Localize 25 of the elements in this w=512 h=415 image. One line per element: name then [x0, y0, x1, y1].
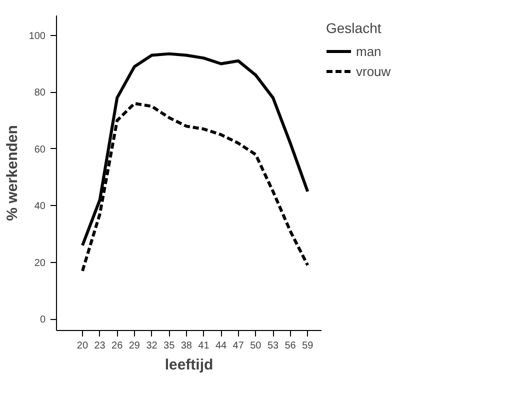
- x-tick-label: 50: [250, 340, 262, 352]
- y-tick-label: 20: [34, 258, 46, 269]
- x-tick-label: 41: [198, 340, 210, 352]
- x-tick-label: 53: [267, 340, 280, 352]
- x-axis-title: leeftijd: [164, 356, 214, 374]
- y-tick-label: 60: [34, 144, 46, 156]
- x-tick-label: 29: [128, 340, 140, 352]
- x-tick-label: 35: [164, 340, 176, 352]
- x-tick-label: 56: [284, 340, 296, 352]
- legend-label: man: [356, 44, 382, 58]
- y-tick-label: 0: [40, 314, 46, 326]
- x-tick-label: 59: [302, 340, 314, 352]
- x-tick-label: 20: [76, 340, 88, 352]
- x-tick-label: 26: [112, 340, 124, 352]
- x-tick-label: 23: [94, 340, 106, 352]
- x-tick-label: 44: [215, 340, 228, 352]
- y-tick-label: 40: [34, 201, 46, 212]
- legend-title: Geslacht: [326, 20, 382, 36]
- x-tick-label: 32: [146, 340, 158, 352]
- y-tick-label: 100: [28, 30, 46, 42]
- x-tick-label: 47: [232, 340, 244, 352]
- legend-label: vrouw: [356, 64, 391, 78]
- y-tick-label: 80: [34, 88, 46, 99]
- x-tick-label: 38: [180, 340, 192, 352]
- y-axis-title: % werkenden: [4, 125, 21, 221]
